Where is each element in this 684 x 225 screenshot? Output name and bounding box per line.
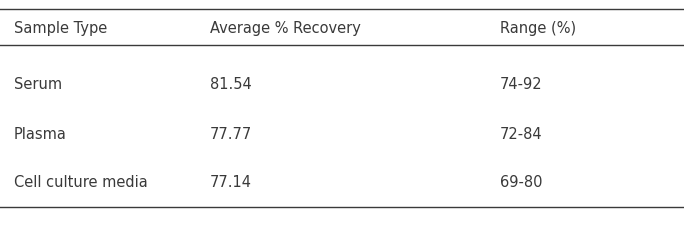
Text: Serum: Serum — [14, 77, 62, 92]
Text: 72-84: 72-84 — [500, 127, 542, 142]
Text: Average % Recovery: Average % Recovery — [210, 20, 361, 35]
Text: Cell culture media: Cell culture media — [14, 175, 148, 190]
Text: Sample Type: Sample Type — [14, 20, 107, 35]
Text: 77.77: 77.77 — [210, 127, 252, 142]
Text: 77.14: 77.14 — [210, 175, 252, 190]
Text: Plasma: Plasma — [14, 127, 67, 142]
Text: 74-92: 74-92 — [500, 77, 542, 92]
Text: Range (%): Range (%) — [500, 20, 576, 35]
Text: 81.54: 81.54 — [210, 77, 252, 92]
Text: 69-80: 69-80 — [500, 175, 542, 190]
